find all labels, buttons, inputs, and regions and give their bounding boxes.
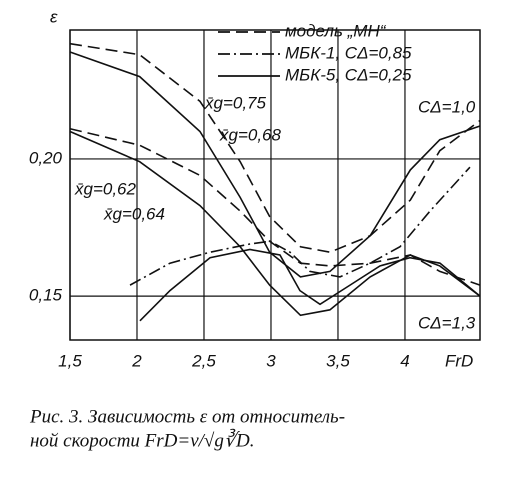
curve <box>69 51 481 278</box>
annotation: x̄g=0,68 <box>219 125 282 144</box>
annotation: x̄g=0,62 <box>74 179 137 198</box>
x-axis-label: FrD <box>445 351 473 370</box>
y-tick-label: 0,15 <box>29 286 63 305</box>
y-axis-label: ε <box>50 7 58 26</box>
curve <box>69 130 481 317</box>
legend-label: МБК-1, CΔ=0,85 <box>285 43 412 62</box>
x-tick-label: 3 <box>266 351 276 370</box>
caption-line: Рис. 3. Зависимость ε от относитель- <box>29 406 345 427</box>
annotation: CΔ=1,3 <box>418 313 476 332</box>
legend-label: МБК-5, CΔ=0,25 <box>285 65 412 84</box>
curve <box>139 248 481 322</box>
curve <box>129 166 471 286</box>
y-tick-label: 0,20 <box>29 148 63 167</box>
annotation: x̄g=0,64 <box>103 204 165 223</box>
annotation: x̄g=0,75 <box>204 93 267 112</box>
curve <box>69 42 481 254</box>
x-tick-label: 1,5 <box>58 351 82 370</box>
caption-line: ной скорости FrD=v/√g∛D. <box>30 428 254 451</box>
legend-label: модель „МН“ <box>285 21 387 40</box>
x-tick-label: 2,5 <box>191 351 216 370</box>
x-tick-label: 3,5 <box>326 351 350 370</box>
x-tick-label: 2 <box>131 351 142 370</box>
annotation: CΔ=1,0 <box>418 97 476 116</box>
x-tick-label: 4 <box>400 351 409 370</box>
